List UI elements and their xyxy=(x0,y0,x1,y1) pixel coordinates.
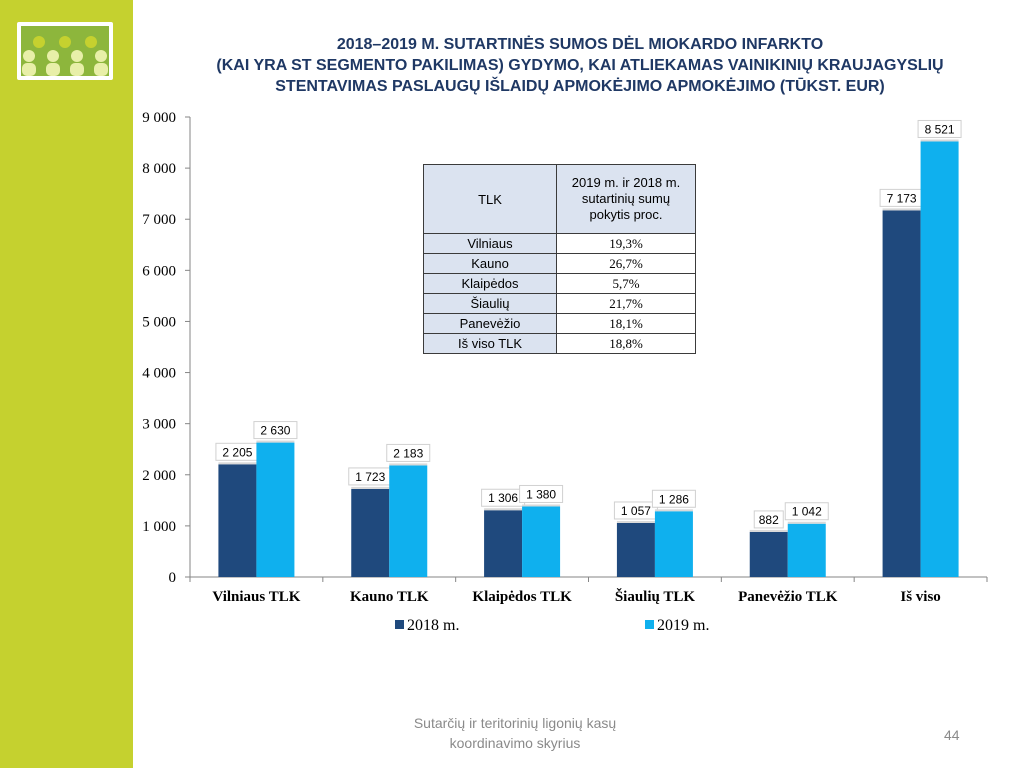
table-row: Panevėžio 18,1% xyxy=(423,313,696,334)
bar xyxy=(616,522,655,577)
data-label: 1 042 xyxy=(792,505,822,519)
change-table: TLK 2019 m. ir 2018 m. sutartinių sumų p… xyxy=(423,164,696,354)
table-row: Šiaulių 21,7% xyxy=(423,293,696,314)
bar xyxy=(522,506,561,577)
y-tick-label: 3 000 xyxy=(142,417,176,433)
bar xyxy=(484,510,523,577)
table-cell-value: 5,7% xyxy=(556,273,696,294)
bar-top-highlight xyxy=(218,462,257,465)
table-header-change: 2019 m. ir 2018 m. sutartinių sumų pokyt… xyxy=(556,164,696,234)
table-row: Klaipėdos 5,7% xyxy=(423,273,696,294)
data-label-box xyxy=(917,119,962,138)
x-category-label: Kauno TLK xyxy=(350,589,429,605)
logo xyxy=(17,22,113,80)
data-label: 7 173 xyxy=(887,191,917,205)
x-category-label: Iš viso xyxy=(900,589,940,605)
y-tick-label: 6 000 xyxy=(142,263,176,279)
bar xyxy=(882,210,921,577)
bar-top-highlight xyxy=(522,504,561,507)
title-line-2: (KAI YRA ST SEGMENTO PAKILIMAS) GYDYMO, … xyxy=(216,57,944,74)
table-cell-name: Iš viso TLK xyxy=(423,333,557,354)
table-header-row: TLK 2019 m. ir 2018 m. sutartinių sumų p… xyxy=(423,164,696,234)
x-category-label: Vilniaus TLK xyxy=(212,589,300,605)
bar-top-highlight xyxy=(351,486,390,489)
data-label: 1 306 xyxy=(488,491,518,505)
table-row: Kauno 26,7% xyxy=(423,253,696,274)
data-label-box xyxy=(651,489,696,508)
bar xyxy=(389,465,428,577)
y-tick-label: 7 000 xyxy=(142,212,176,228)
table-cell-name: Kauno xyxy=(423,253,557,274)
table-row: Iš viso TLK 18,8% xyxy=(423,333,696,354)
table-row: Vilniaus 19,3% xyxy=(423,233,696,254)
table-header-tlk: TLK xyxy=(423,164,557,234)
y-tick-label: 2 000 xyxy=(142,468,176,484)
table-cell-value: 18,8% xyxy=(556,333,696,354)
data-label-box xyxy=(784,502,829,521)
sidebar-band xyxy=(0,0,133,768)
table-cell-value: 19,3% xyxy=(556,233,696,254)
bar-top-highlight xyxy=(256,440,295,443)
data-label: 8 521 xyxy=(925,122,955,136)
footer-line-1: Sutarčių ir teritorinių ligonių kasų xyxy=(413,715,617,731)
x-category-label: Klaipėdos TLK xyxy=(472,589,572,605)
bar xyxy=(920,141,959,577)
bar-top-highlight xyxy=(920,139,959,142)
data-label-box xyxy=(753,510,784,529)
legend-swatch xyxy=(645,620,654,629)
table-cell-value: 26,7% xyxy=(556,253,696,274)
table-cell-name: Vilniaus xyxy=(423,233,557,254)
y-tick-label: 1 000 xyxy=(142,519,176,535)
table-cell-value: 21,7% xyxy=(556,293,696,314)
table-cell-value: 18,1% xyxy=(556,313,696,334)
data-label-box xyxy=(519,484,564,503)
bar-top-highlight xyxy=(749,529,788,532)
bar xyxy=(256,442,295,577)
bar xyxy=(218,464,257,577)
page-number: 44 xyxy=(944,727,960,743)
y-tick-label: 5 000 xyxy=(142,314,176,330)
bar xyxy=(351,488,390,577)
bar xyxy=(654,511,693,577)
bar-top-highlight xyxy=(654,509,693,512)
table-cell-name: Panevėžio xyxy=(423,313,557,334)
data-label: 882 xyxy=(759,513,779,527)
bar-top-highlight xyxy=(484,508,523,511)
data-label: 2 205 xyxy=(222,445,252,459)
bar xyxy=(749,531,788,577)
bar-top-highlight xyxy=(787,521,826,524)
legend-label: 2019 m. xyxy=(657,617,709,634)
title-line-1: 2018–2019 M. SUTARTINĖS SUMOS DĖL MIOKAR… xyxy=(336,36,824,53)
data-label: 1 286 xyxy=(659,492,689,506)
data-label: 1 057 xyxy=(621,504,651,518)
bar-top-highlight xyxy=(882,208,921,211)
bar xyxy=(787,523,826,577)
x-category-label: Šiaulių TLK xyxy=(615,588,696,605)
data-label-box xyxy=(386,443,431,462)
table-cell-name: Šiaulių xyxy=(423,293,557,314)
chart-title: 2018–2019 M. SUTARTINĖS SUMOS DĖL MIOKAR… xyxy=(140,34,1020,97)
people-group-icon xyxy=(21,26,109,76)
data-label: 1 380 xyxy=(526,487,556,501)
y-tick-label: 0 xyxy=(169,570,177,586)
footer-line-2: koordinavimo skyrius xyxy=(449,735,581,751)
legend-swatch xyxy=(395,620,404,629)
y-tick-label: 4 000 xyxy=(142,366,176,382)
footer-text: Sutarčių ir teritorinių ligonių kasų koo… xyxy=(390,713,640,753)
bar-top-highlight xyxy=(616,520,655,523)
data-label: 1 723 xyxy=(355,470,385,484)
data-label: 2 183 xyxy=(393,446,423,460)
data-label-box xyxy=(253,421,298,440)
table-cell-name: Klaipėdos xyxy=(423,273,557,294)
y-tick-label: 8 000 xyxy=(142,161,176,177)
x-category-label: Panevėžio TLK xyxy=(738,589,838,605)
data-label: 2 630 xyxy=(260,424,290,438)
bar-top-highlight xyxy=(389,463,428,466)
legend-label: 2018 m. xyxy=(407,617,459,634)
y-tick-label: 9 000 xyxy=(142,110,176,126)
title-line-3: STENTAVIMAS PASLAUGŲ IŠLAIDŲ APMOKĖJIMO … xyxy=(275,78,885,95)
